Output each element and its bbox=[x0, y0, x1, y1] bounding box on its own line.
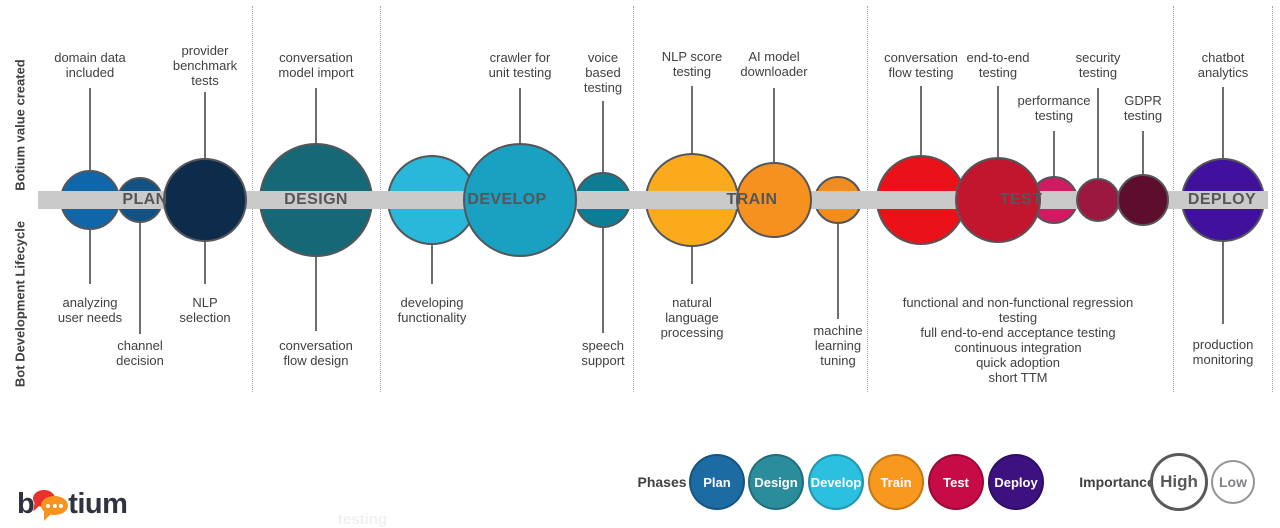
stem-test-gdpr-top bbox=[1142, 131, 1144, 175]
watermark-text: testing bbox=[338, 511, 388, 528]
stem-design-conversation-model-bottom bbox=[315, 256, 317, 331]
phase-label-test: TEST bbox=[999, 191, 1043, 208]
legend-phase-develop: Develop bbox=[808, 454, 864, 510]
axis-label-botium-value: Botium value created bbox=[12, 59, 28, 191]
label-plan-domain-data-top: domain data included bbox=[54, 50, 126, 80]
bubble-plan-provider-benchmark bbox=[163, 158, 247, 242]
label-plan-provider-benchmark-bottom: NLP selection bbox=[179, 295, 231, 325]
stem-deploy-analytics-bottom bbox=[1222, 241, 1224, 324]
logo-text-suffix: tium bbox=[68, 487, 128, 520]
speech-bubble-front bbox=[41, 496, 69, 515]
label-develop-functionality-bottom: developing functionality bbox=[397, 295, 467, 325]
legend-phase-deploy: Deploy bbox=[988, 454, 1044, 510]
botium-logo: b tium bbox=[17, 487, 128, 521]
stem-plan-domain-data-bottom bbox=[89, 229, 91, 284]
legend-phase-plan: Plan bbox=[689, 454, 745, 510]
label-develop-voice-testing-top: voice based testing bbox=[583, 50, 623, 95]
stem-train-nlp-score-top bbox=[691, 86, 693, 154]
bubble-test-gdpr bbox=[1117, 174, 1169, 226]
label-train-ml-tuning-bottom: machine learning tuning bbox=[813, 323, 863, 368]
bubble-dot bbox=[46, 503, 51, 508]
label-plan-channel-decision-bottom: channel decision bbox=[116, 338, 164, 368]
legend-phase-test: Test bbox=[928, 454, 984, 510]
legend-importance-low: Low bbox=[1211, 460, 1255, 504]
stem-design-conversation-model-top bbox=[315, 88, 317, 144]
phase-label-deploy: DEPLOY bbox=[1187, 191, 1257, 208]
legend-importance-title: Importance bbox=[1079, 474, 1155, 490]
phase-label-develop: DEVELOP bbox=[467, 191, 547, 208]
stem-develop-crawler-top bbox=[519, 88, 521, 144]
stem-train-ai-downloader-top bbox=[773, 88, 775, 163]
stem-plan-provider-benchmark-bottom bbox=[204, 241, 206, 284]
label-train-nlp-score-top: NLP score testing bbox=[661, 49, 723, 79]
label-design-conversation-model-top: conversation model import bbox=[278, 50, 354, 80]
phase-label-design: DESIGN bbox=[284, 191, 348, 208]
label-deploy-analytics-bottom: production monitoring bbox=[1192, 337, 1254, 367]
bubble-test-security bbox=[1076, 178, 1120, 222]
stem-test-performance-top bbox=[1053, 131, 1055, 177]
stem-develop-voice-testing-bottom bbox=[602, 227, 604, 333]
logo-text-prefix: b bbox=[17, 487, 35, 520]
label-plan-domain-data-bottom: analyzing user needs bbox=[57, 295, 123, 325]
bubble-dot bbox=[59, 503, 64, 508]
stem-deploy-analytics-top bbox=[1222, 87, 1224, 159]
stem-test-end-to-end-top bbox=[997, 86, 999, 158]
legend-phase-design: Design bbox=[748, 454, 804, 510]
stem-train-nlp-score-bottom bbox=[691, 246, 693, 284]
legend-importance-high: High bbox=[1150, 453, 1208, 511]
stem-develop-voice-testing-top bbox=[602, 101, 604, 173]
label-train-nlp-score-bottom: natural language processing bbox=[660, 295, 724, 340]
section-separator-6 bbox=[1272, 6, 1273, 392]
stem-plan-channel-decision-bottom bbox=[139, 222, 141, 334]
label-test-end-to-end-top: end-to-end testing bbox=[966, 50, 1030, 80]
speech-bubble-icon bbox=[33, 490, 70, 521]
stem-plan-domain-data-top bbox=[89, 88, 91, 171]
legend-phases-title: Phases bbox=[637, 474, 687, 490]
label-train-ai-downloader-top: AI model downloader bbox=[740, 49, 808, 79]
label-test-performance-top: performance testing bbox=[1017, 93, 1091, 123]
phase-label-plan: PLAN bbox=[122, 191, 168, 208]
stem-develop-functionality-bottom bbox=[431, 244, 433, 284]
test-benefits-note: functional and non-functional regression… bbox=[902, 295, 1134, 385]
phase-label-train: TRAIN bbox=[726, 191, 778, 208]
bubble-train-ai-downloader bbox=[736, 162, 812, 238]
stem-test-security-top bbox=[1097, 88, 1099, 179]
bubble-test-end-to-end bbox=[955, 157, 1041, 243]
stem-test-conversation-flow-top bbox=[920, 86, 922, 156]
bubble-develop-crawler bbox=[463, 143, 577, 257]
stem-plan-provider-benchmark-top bbox=[204, 92, 206, 159]
label-deploy-analytics-top: chatbot analytics bbox=[1197, 50, 1249, 80]
label-develop-voice-testing-bottom: speech support bbox=[581, 338, 625, 368]
legend-phase-train: Train bbox=[868, 454, 924, 510]
label-test-gdpr-top: GDPR testing bbox=[1123, 93, 1163, 123]
label-develop-crawler-top: crawler for unit testing bbox=[488, 50, 552, 80]
bubble-dot bbox=[52, 503, 57, 508]
label-test-conversation-flow-top: conversation flow testing bbox=[884, 50, 958, 80]
label-design-conversation-model-bottom: conversation flow design bbox=[279, 338, 353, 368]
label-test-security-top: security testing bbox=[1075, 50, 1121, 80]
speech-bubble-front-tail bbox=[44, 512, 54, 521]
label-plan-provider-benchmark-top: provider benchmark tests bbox=[172, 43, 238, 88]
axis-label-lifecycle: Bot Development Lifecycle bbox=[12, 220, 28, 388]
stem-train-ml-tuning-bottom bbox=[837, 223, 839, 319]
